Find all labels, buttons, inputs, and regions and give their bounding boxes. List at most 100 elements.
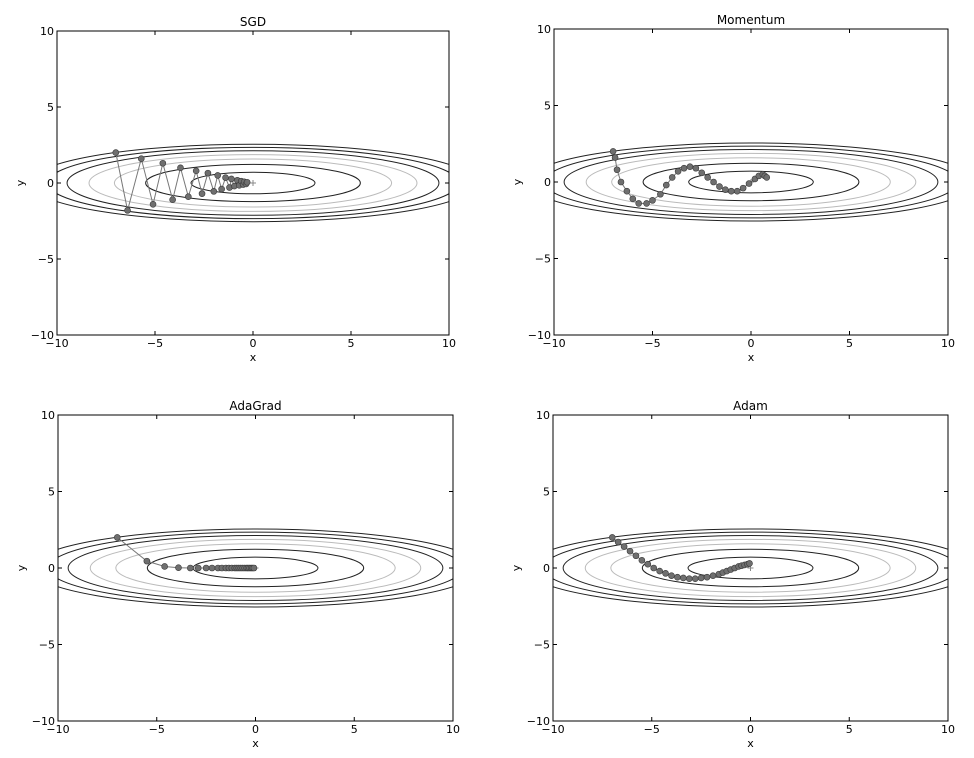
trajectory-point — [214, 172, 222, 179]
trajectory-point — [668, 174, 676, 181]
y-tick-label: −10 — [32, 715, 55, 728]
trajectory-point — [733, 187, 741, 195]
contour-ellipse — [642, 162, 860, 202]
trajectory-point — [632, 552, 640, 560]
y-tick-label: 5 — [47, 101, 54, 114]
trajectory-point — [124, 207, 131, 214]
x-tick-label: 10 — [941, 723, 955, 736]
contour-lines — [58, 528, 453, 608]
trajectory-point — [228, 175, 235, 183]
contour-ellipse — [585, 152, 917, 212]
trajectory-point — [643, 200, 650, 207]
x-tick-label: 10 — [941, 337, 955, 350]
trajectory-point — [674, 573, 681, 581]
y-tick-label: 5 — [544, 100, 551, 113]
trajectory-point — [745, 180, 753, 187]
trajectory-point — [187, 564, 194, 572]
x-tick-label: −5 — [644, 723, 660, 736]
y-axis-label: y — [14, 179, 27, 186]
y-tick-label: −5 — [534, 639, 550, 652]
x-tick-label: −5 — [147, 337, 163, 350]
trajectory-point — [716, 183, 723, 190]
y-tick-label: 5 — [48, 486, 55, 499]
trajectory-point — [635, 200, 643, 207]
contour-ellipse — [553, 528, 948, 608]
trajectory-point — [210, 188, 218, 195]
x-tick-label: −5 — [149, 723, 165, 736]
x-tick-label: 10 — [442, 337, 456, 350]
x-tick-label: 10 — [446, 723, 460, 736]
trajectory-point — [611, 154, 619, 161]
trajectory-point — [722, 186, 729, 193]
trajectory-point — [608, 534, 616, 541]
contour-ellipse — [611, 157, 891, 207]
contour-ellipse — [57, 146, 449, 220]
trajectory-point — [113, 534, 121, 541]
x-tick-label: −10 — [45, 337, 68, 350]
trajectory-point — [629, 195, 637, 203]
contour-ellipse — [554, 145, 948, 219]
x-axis-label: x — [747, 737, 754, 750]
contour-lines — [554, 142, 948, 222]
contour-ellipse — [57, 143, 449, 223]
y-tick-label: −5 — [39, 639, 55, 652]
trajectory-point — [204, 169, 212, 177]
y-axis-label: y — [15, 564, 28, 571]
trajectory-point — [656, 567, 663, 575]
trajectory-point — [185, 193, 192, 200]
trajectory-point — [177, 164, 184, 172]
trajectory-point — [222, 174, 229, 181]
trajectory-point — [169, 196, 176, 204]
subplot-momentum: −10 −5 0 5 10 −10 −5 0 5 10 Momentum x y — [511, 13, 955, 364]
y-tick-label: 10 — [40, 25, 54, 38]
trajectory-point — [623, 187, 631, 195]
contour-ellipse — [145, 163, 361, 203]
trajectory-point — [704, 174, 711, 181]
y-tick-label: 0 — [48, 562, 55, 575]
x-tick-label: 0 — [250, 337, 257, 350]
x-tick-label: 5 — [351, 723, 358, 736]
trajectory-point — [746, 560, 753, 567]
subplot-adam: −10 −5 0 5 10 −10 −5 0 5 10 Adam x y — [510, 399, 955, 750]
subplot-title: AdaGrad — [229, 399, 281, 413]
trajectory-point — [674, 167, 682, 175]
trajectory-point — [218, 185, 225, 193]
trajectory-point — [691, 575, 699, 583]
trajectory-point — [202, 564, 210, 572]
trajectory-point — [685, 575, 693, 583]
trajectory-point — [680, 164, 688, 172]
trajectory-point — [680, 574, 687, 582]
trajectory-point — [703, 573, 711, 581]
contour-ellipse — [58, 528, 453, 608]
subplot-title: Momentum — [717, 13, 785, 27]
contour-ellipse — [584, 538, 917, 598]
x-tick-label: 5 — [846, 337, 853, 350]
trajectory-point — [686, 163, 694, 170]
contour-ellipse — [115, 543, 396, 593]
trajectory-point — [161, 563, 168, 570]
trajectory-line — [115, 152, 248, 211]
contour-lines — [553, 528, 948, 608]
trajectory-point — [657, 190, 664, 198]
trajectory-point — [710, 178, 717, 186]
trajectory-point — [617, 178, 625, 186]
trajectory-point — [243, 178, 251, 186]
trajectory-point — [614, 538, 622, 546]
minimum-marker — [250, 180, 256, 186]
y-tick-label: 10 — [536, 409, 550, 422]
contour-ellipse — [58, 531, 453, 605]
x-tick-label: −5 — [644, 337, 660, 350]
contour-ellipse — [146, 548, 365, 588]
trajectory-point — [159, 159, 167, 167]
trajectory-point — [198, 190, 206, 197]
subplot-title: Adam — [733, 399, 768, 413]
x-tick-label: 0 — [252, 723, 259, 736]
y-tick-label: −10 — [528, 329, 551, 342]
x-tick-label: 5 — [846, 723, 853, 736]
x-axis-label: x — [252, 737, 259, 750]
contour-ellipse — [610, 543, 891, 593]
contour-ellipse — [554, 142, 948, 222]
contour-ellipse — [553, 531, 948, 605]
trajectory-point — [250, 564, 258, 572]
